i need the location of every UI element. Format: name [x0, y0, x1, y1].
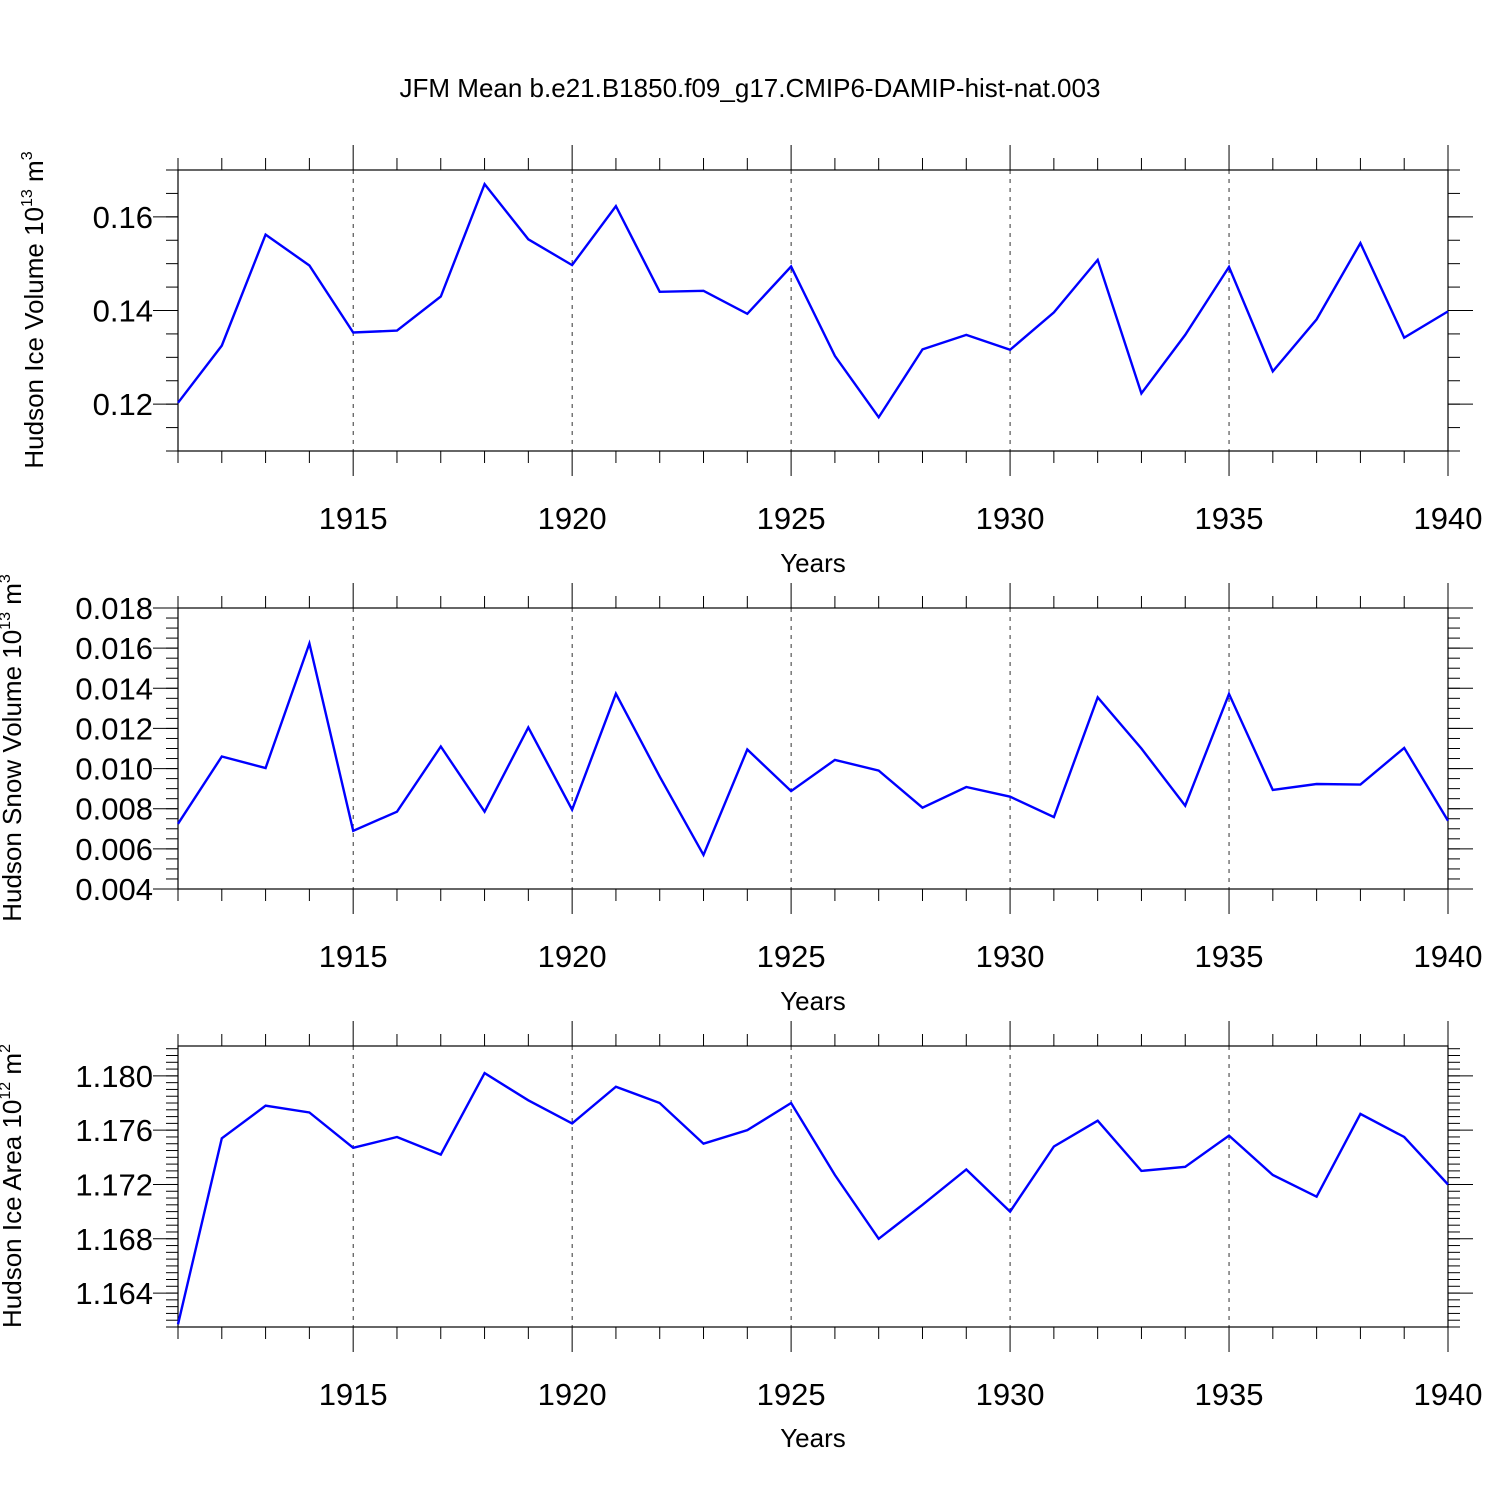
series-line — [176, 639, 1450, 858]
y-tick-label: 0.004 — [75, 872, 153, 907]
x-tick-label: 1940 — [1414, 939, 1483, 974]
x-tick-label: 1920 — [538, 939, 607, 974]
series-line — [176, 1071, 1449, 1325]
x-tick-label: 1915 — [319, 939, 388, 974]
y-tick-label: 0.012 — [75, 711, 153, 746]
panel1-ylabel: Hudson Ice Volume 1013 m3 — [19, 151, 49, 468]
y-tick-label: 0.16 — [93, 200, 153, 235]
y-tick-label: 1.180 — [75, 1059, 153, 1094]
y-tick-label: 1.168 — [75, 1222, 153, 1257]
series-line — [177, 181, 1449, 420]
y-tick-label: 1.164 — [75, 1276, 153, 1311]
panel-snow-volume: Hudson Snow Volume 1013 m3 Years — [0, 574, 846, 1016]
plot-frame — [177, 607, 1449, 890]
panel2-ylabel: Hudson Snow Volume 1013 m3 — [0, 574, 27, 922]
y-tick-label: 1.176 — [75, 1113, 153, 1148]
x-tick-label: 1920 — [538, 1377, 607, 1412]
chart-title: JFM Mean b.e21.B1850.f09_g17.CMIP6-DAMIP… — [400, 73, 1101, 103]
y-tick-label: 0.006 — [75, 832, 153, 867]
y-tick-label: 0.14 — [93, 294, 153, 329]
x-tick-label: 1925 — [757, 501, 826, 536]
x-tick-label: 1930 — [976, 501, 1045, 536]
x-tick-label: 1940 — [1414, 1377, 1483, 1412]
x-tick-label: 1915 — [319, 501, 388, 536]
x-tick-label: 1925 — [757, 939, 826, 974]
y-tick-label: 0.016 — [75, 631, 153, 666]
x-tick-label: 1920 — [538, 501, 607, 536]
x-tick-label: 1915 — [319, 1377, 388, 1412]
panel1-xlabel: Years — [780, 548, 846, 578]
y-tick-label: 0.014 — [75, 671, 153, 706]
panel3-xlabel: Years — [780, 1423, 846, 1453]
plot-frame — [177, 1045, 1449, 1328]
y-tick-label: 1.172 — [75, 1167, 153, 1202]
panel-ice-volume: Hudson Ice Volume 1013 m3 Years — [19, 151, 846, 578]
panel-ice-area: Hudson Ice Area 1012 m2 Years — [0, 1044, 846, 1453]
y-tick-label: 0.010 — [75, 752, 153, 787]
y-tick-label: 0.008 — [75, 792, 153, 827]
panel3-ylabel: Hudson Ice Area 1012 m2 — [0, 1044, 27, 1328]
x-tick-label: 1925 — [757, 1377, 826, 1412]
x-tick-label: 1935 — [1195, 1377, 1264, 1412]
y-tick-label: 0.018 — [75, 591, 153, 626]
panel2-plot: 0.004 0.006 0.008 0.010 0.012 0.014 0.016 0.018… — [75, 583, 1482, 974]
panel2-xlabel: Years — [780, 986, 846, 1016]
x-tick-label: 1940 — [1414, 501, 1483, 536]
x-tick-label: 1930 — [976, 1377, 1045, 1412]
x-tick-label: 1935 — [1195, 939, 1264, 974]
x-tick-label: 1935 — [1195, 501, 1264, 536]
x-tick-label: 1930 — [976, 939, 1045, 974]
y-tick-label: 0.12 — [93, 387, 153, 422]
panel3-plot: 1.164 1.168 1.172 1.176 1.180 1915 1920 1925 193… — [75, 1021, 1482, 1412]
panel1-plot: 0.12 0.14 0.16 1915 1920 1925 1930 1935 1940 — [93, 145, 1483, 536]
